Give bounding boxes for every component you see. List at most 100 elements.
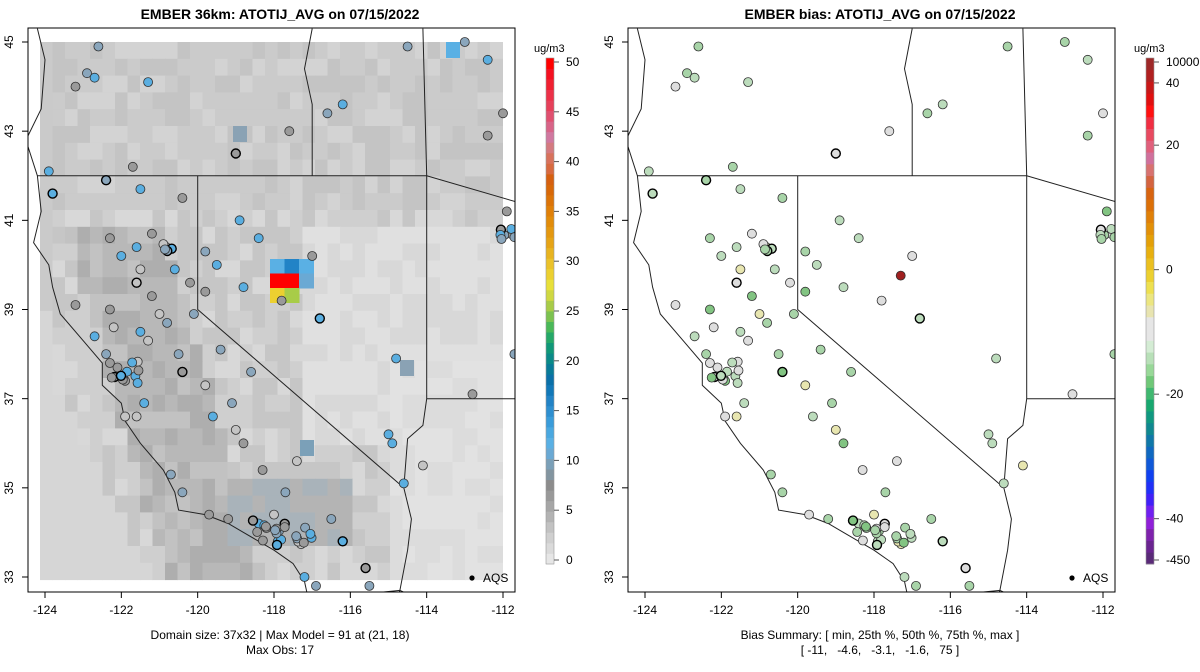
grid-cell <box>315 512 328 530</box>
grid-cell <box>240 529 253 547</box>
grid-cell <box>465 495 478 513</box>
grid-cell <box>215 210 228 228</box>
grid-cell <box>240 226 253 245</box>
station-marker <box>115 370 127 381</box>
grid-cell <box>202 193 216 211</box>
grid-cell <box>377 445 391 463</box>
grid-cell <box>152 327 166 345</box>
grid-cell <box>202 210 216 228</box>
colorbar-swatch <box>1146 269 1154 282</box>
grid-cell <box>365 260 378 278</box>
grid-cell <box>65 361 78 379</box>
colorbar-tick-label: 5 <box>566 503 573 517</box>
grid-cell <box>165 277 178 295</box>
grid-cell <box>365 75 378 93</box>
grid-cell <box>340 294 353 312</box>
colorbar-swatch <box>546 321 554 333</box>
grid-cell <box>327 344 341 362</box>
grid-cell <box>452 378 466 396</box>
station-marker <box>509 232 515 243</box>
station-marker <box>830 424 841 435</box>
grid-cell <box>315 260 328 278</box>
grid-cell <box>227 310 241 329</box>
grid-cell <box>240 294 253 312</box>
grid-cell <box>340 462 353 480</box>
grid-cell <box>302 42 316 60</box>
grid-cell <box>115 462 128 480</box>
grid-cell <box>227 109 241 127</box>
station-marker <box>173 349 184 360</box>
grid-cell <box>102 92 116 110</box>
hotspot-cell <box>299 273 314 289</box>
grid-cell <box>477 310 491 329</box>
model-grid <box>40 42 503 581</box>
grid-cell <box>290 562 303 581</box>
station-marker <box>769 264 780 275</box>
grid-cell <box>465 126 478 144</box>
grid-cell <box>77 462 91 480</box>
grid-cell <box>427 42 441 60</box>
grid-cell <box>302 462 316 480</box>
grid-cell <box>102 126 116 144</box>
grid-cell <box>227 495 241 513</box>
grid-cell <box>65 277 78 295</box>
grid-cell <box>127 193 141 211</box>
grid-cell <box>177 226 191 245</box>
grid-cell <box>165 529 178 547</box>
grid-cell <box>115 428 128 446</box>
grid-cell <box>40 428 53 446</box>
grid-cell <box>165 159 178 177</box>
grid-cell <box>265 495 278 513</box>
grid-cell <box>327 294 341 312</box>
grid-cell <box>127 92 141 110</box>
grid-cell <box>77 294 91 312</box>
grid-cell <box>315 58 328 77</box>
blue-cell <box>233 126 247 142</box>
colorbar-swatch <box>546 342 554 354</box>
colorbar-swatch <box>546 279 554 291</box>
station-marker <box>1109 349 1115 359</box>
grid-cell <box>277 394 291 413</box>
x-tick-label: -118 <box>862 603 885 617</box>
grid-cell <box>127 546 141 564</box>
grid-cell <box>290 327 303 345</box>
grid-cell <box>390 159 403 177</box>
station-marker <box>211 259 222 270</box>
grid-cell <box>352 226 366 245</box>
grid-cell <box>190 294 203 312</box>
colorbar-tick-label: 10 <box>566 453 580 467</box>
grid-cell <box>365 378 378 396</box>
station-marker <box>735 184 746 195</box>
station-marker <box>838 438 849 449</box>
grid-cell <box>415 92 428 110</box>
grid-cell <box>452 428 466 446</box>
grid-cell <box>52 142 66 161</box>
grid-cell <box>52 109 66 127</box>
grid-cell <box>377 159 391 177</box>
grid-cell <box>127 445 141 463</box>
grid-cell <box>90 226 103 245</box>
grid-cell <box>102 394 116 413</box>
colorbar-swatch <box>1146 316 1154 330</box>
grid-cell <box>415 42 428 60</box>
hotspot-cell <box>284 273 300 289</box>
grid-cell <box>190 394 203 413</box>
grid-cell <box>377 210 391 228</box>
grid-cell <box>490 243 503 261</box>
grid-cell <box>215 478 228 497</box>
grid-cell <box>102 243 116 261</box>
station-marker <box>852 527 863 537</box>
grid-cell <box>240 92 253 110</box>
grid-cell <box>115 445 128 463</box>
station-marker <box>1106 224 1115 234</box>
map-layer <box>28 28 515 592</box>
grid-cell <box>440 378 453 396</box>
grid-cell <box>365 243 378 261</box>
y-tick-label: 33 <box>2 570 16 584</box>
grid-cell <box>265 428 278 446</box>
grid-cell <box>127 126 141 144</box>
grid-cell <box>365 361 378 379</box>
grid-cell <box>302 142 316 161</box>
grid-cell <box>452 243 466 261</box>
grid-cell <box>365 92 378 110</box>
